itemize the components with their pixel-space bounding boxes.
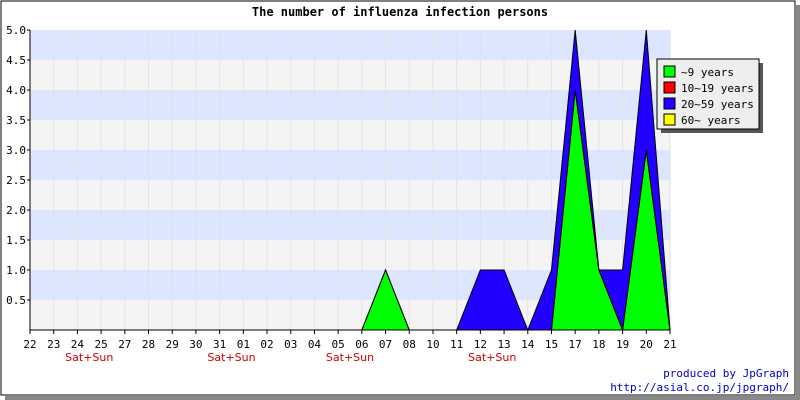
- frame-shadow-bottom: [5, 396, 800, 400]
- weekend-label: Sat+Sun: [207, 351, 255, 364]
- x-tick-labels: 22 23 24 25 27 28 29 30 31 01 02 03 04 05 06 07 08 10 11 12…: [23, 338, 676, 351]
- plot-band: [30, 90, 670, 120]
- x-tick-label: 31: [213, 338, 226, 351]
- y-tick-label: 2.0: [6, 204, 26, 217]
- x-tick-label: 21: [663, 338, 676, 351]
- x-tick-label: 11: [450, 338, 463, 351]
- y-tick-label: 3.5: [6, 114, 26, 127]
- weekend-labels: Sat+Sun Sat+Sun Sat+Sun Sat+Sun: [65, 351, 516, 364]
- x-tick-label: 28: [142, 338, 155, 351]
- weekend-label: Sat+Sun: [65, 351, 113, 364]
- plot-band: [30, 30, 670, 60]
- y-tick-label: 2.5: [6, 174, 26, 187]
- x-tick-label: 04: [308, 338, 322, 351]
- x-tick-label: 12: [474, 338, 487, 351]
- y-tick-label: 1.0: [6, 264, 26, 277]
- x-tick-label: 20: [640, 338, 653, 351]
- y-tick-label: 3.0: [6, 144, 26, 157]
- x-tick-label: 14: [521, 338, 535, 351]
- x-tick-label: 02: [260, 338, 273, 351]
- credit-line-1: produced by JpGraph: [663, 367, 789, 380]
- y-tick-label: 4.5: [6, 54, 26, 67]
- legend-items: ~9 years 10~19 years 20~59 years 60~ years: [663, 65, 754, 127]
- x-tick-label: 22: [23, 338, 36, 351]
- plot-band: [30, 60, 670, 90]
- legend-label: 20~59 years: [681, 98, 754, 111]
- x-tick-label: 06: [355, 338, 368, 351]
- x-tick-label: 15: [545, 338, 558, 351]
- legend-swatch: [663, 113, 676, 126]
- legend-swatch: [663, 97, 676, 110]
- x-tick-label: 13: [497, 338, 510, 351]
- weekend-label: Sat+Sun: [468, 351, 516, 364]
- legend: ~9 years 10~19 years 20~59 years 60~ years: [656, 58, 763, 133]
- x-tick-label: 30: [189, 338, 202, 351]
- y-tick-label: 4.0: [6, 84, 26, 97]
- legend-swatch: [663, 65, 676, 78]
- x-tick-label: 05: [332, 338, 345, 351]
- x-tick-label: 25: [94, 338, 107, 351]
- legend-swatch: [663, 81, 676, 94]
- x-tick-label: 29: [166, 338, 179, 351]
- x-tick-label: 23: [47, 338, 60, 351]
- x-tick-label: 17: [569, 338, 582, 351]
- x-tick-label: 18: [592, 338, 605, 351]
- chart-title: The number of influenza infection person…: [252, 5, 548, 19]
- legend-label: 10~19 years: [681, 82, 754, 95]
- x-tick-label: 19: [616, 338, 629, 351]
- x-tick-label: 27: [118, 338, 131, 351]
- x-tick-label: 07: [379, 338, 392, 351]
- legend-label: ~9 years: [681, 66, 734, 79]
- y-tick-label: 1.5: [6, 234, 26, 247]
- x-tick-label: 08: [403, 338, 416, 351]
- x-tick-label: 24: [71, 338, 85, 351]
- frame-shadow-right: [796, 5, 800, 400]
- legend-label: 60~ years: [681, 114, 741, 127]
- y-tick-label: 5.0: [6, 24, 26, 37]
- weekend-label: Sat+Sun: [326, 351, 374, 364]
- x-tick-label: 10: [426, 338, 439, 351]
- y-tick-labels: 0.5 1.0 1.5 2.0 2.5 3.0 3.5 4.0 4.5 5.0: [6, 24, 26, 307]
- credit-line-2: http://asial.co.jp/jpgraph/: [610, 381, 789, 394]
- axes: [27, 29, 671, 334]
- x-tick-label: 01: [237, 338, 250, 351]
- y-tick-label: 0.5: [6, 294, 26, 307]
- x-tick-label: 03: [284, 338, 297, 351]
